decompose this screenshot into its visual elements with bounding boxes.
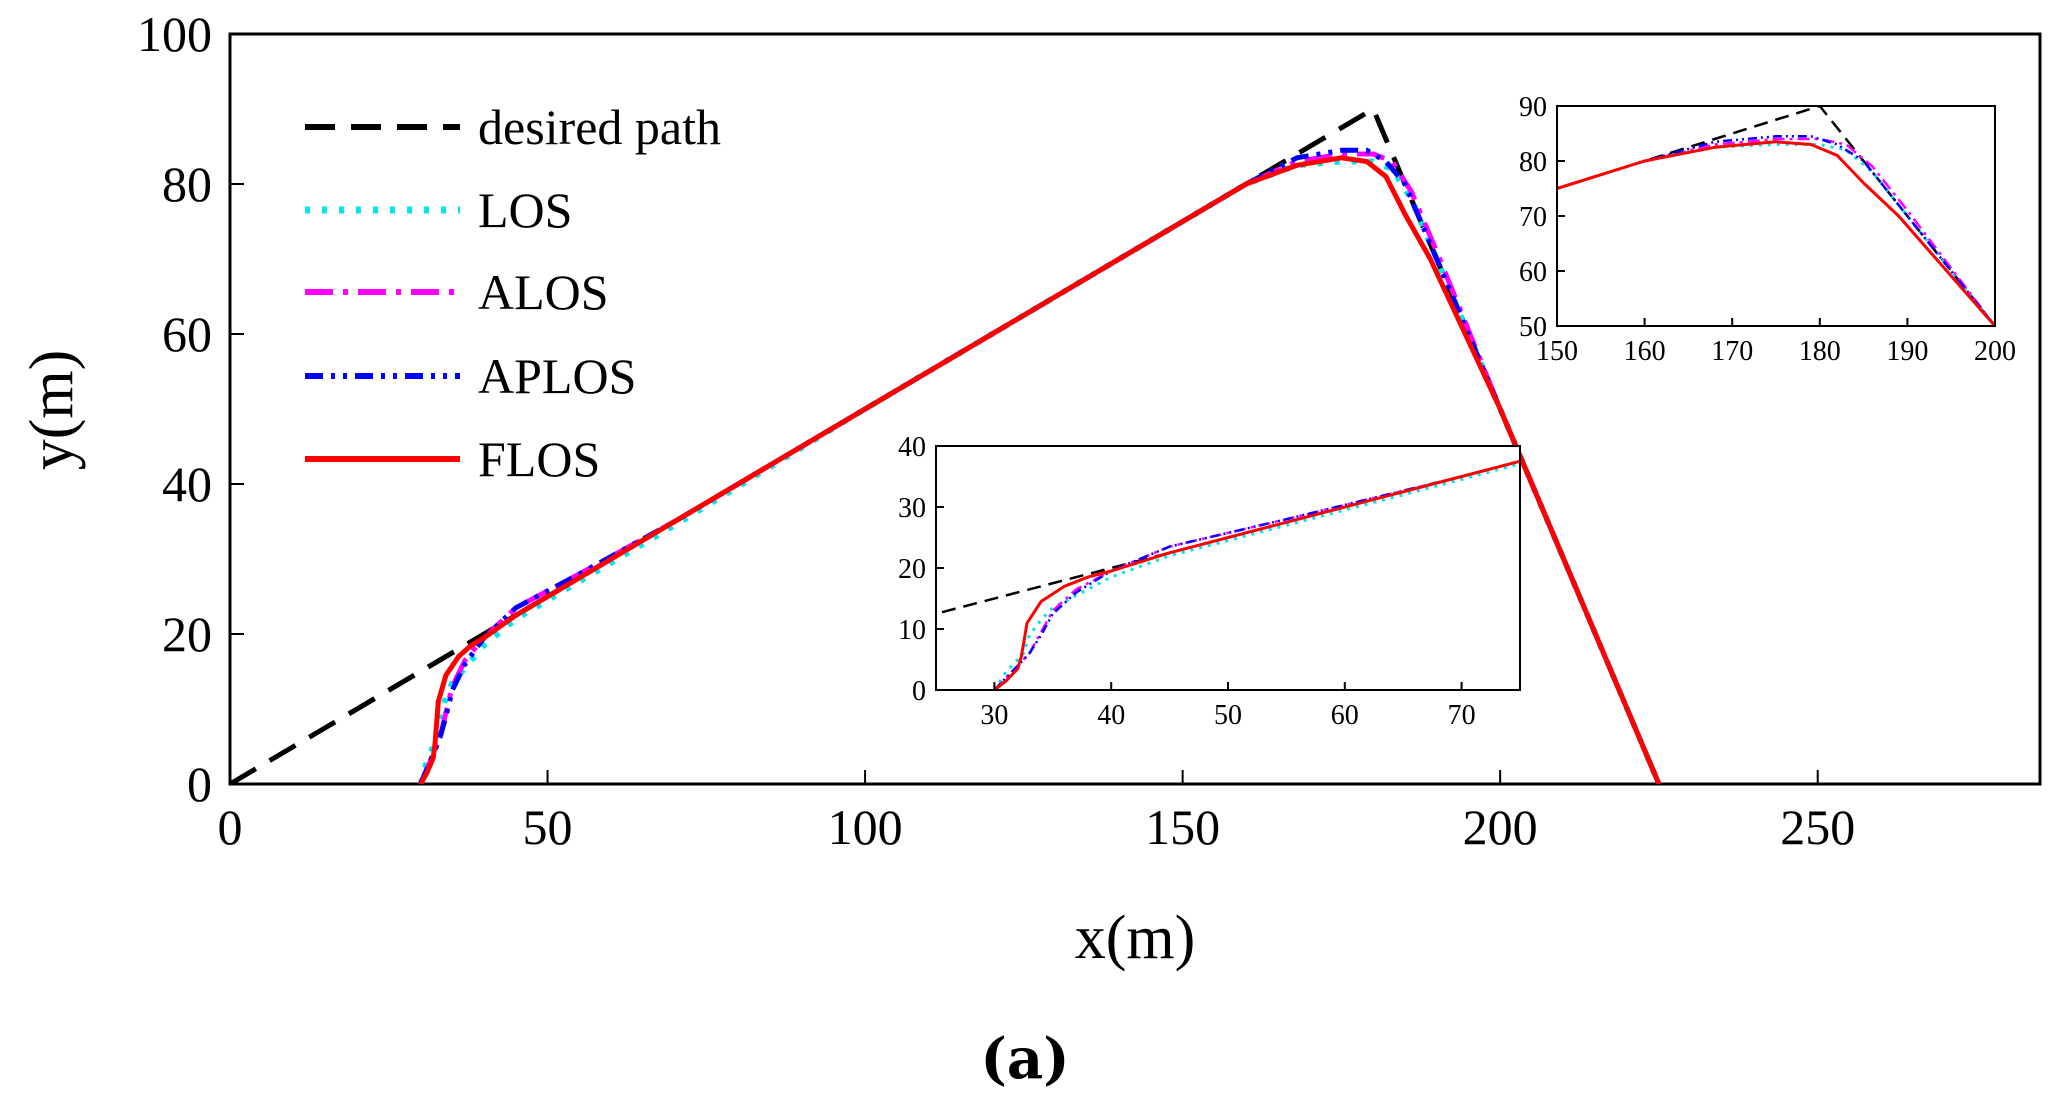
inset-left-axis-ticks: 30 40 50 60 70 0 10 20 30 40	[898, 432, 1476, 731]
legend-label-desired-path: desired path	[478, 99, 721, 155]
main-x-tick-label: 50	[523, 799, 573, 855]
main-y-tick-label: 0	[187, 756, 212, 812]
inset-left-x-tick-label: 70	[1448, 700, 1476, 731]
inset-right-x-tick-label: 160	[1624, 336, 1666, 367]
inset-left-x-tick-label: 30	[980, 700, 1008, 731]
inset-right-series-group	[1557, 106, 1995, 326]
main-plot-frame	[228, 32, 2042, 786]
main-x-tick-label: 250	[1780, 799, 1855, 855]
main-y-tick-label: 60	[162, 306, 212, 362]
inset-right-y-tick-label: 80	[1519, 147, 1547, 178]
main-x-tick-label: 0	[218, 799, 243, 855]
main-x-tick-label: 100	[828, 799, 903, 855]
main-x-tick-label: 150	[1145, 799, 1220, 855]
inset-right-x-tick-label: 200	[1974, 336, 2016, 367]
inset-left-y-tick-label: 0	[912, 676, 926, 707]
inset-left-x-tick-label: 50	[1214, 700, 1242, 731]
legend-label-flos: FLOS	[478, 431, 600, 487]
inset-left-x-tick-label: 40	[1097, 700, 1125, 731]
inset-right-y-tick-label: 50	[1519, 312, 1547, 343]
inset-right-x-tick-label: 180	[1799, 336, 1841, 367]
inset-left-x-tick-label: 60	[1331, 700, 1359, 731]
inset-left-series-flos	[993, 459, 1520, 690]
inset-right-y-tick-label: 90	[1519, 92, 1547, 123]
main-y-tick-label: 40	[162, 456, 212, 512]
inset-right-series-flos	[1557, 140, 1995, 326]
inset-right-plot: 150 160 170 180 190 200 50 60 70 80 90	[1519, 92, 2016, 367]
legend: desired path LOS ALOS APLOS FLOS	[305, 99, 721, 487]
main-series-aplos	[418, 147, 1662, 784]
inset-right-x-tick-label: 190	[1886, 336, 1928, 367]
x-axis-label: x(m)	[1075, 904, 1196, 972]
legend-label-alos: ALOS	[478, 264, 609, 320]
main-series-flos	[418, 155, 1662, 784]
inset-right-x-tick-label: 170	[1711, 336, 1753, 367]
inset-left-series-group	[936, 459, 1520, 690]
legend-label-aplos: APLOS	[478, 348, 636, 404]
main-y-tick-label: 80	[162, 156, 212, 212]
inset-right-y-tick-label: 60	[1519, 257, 1547, 288]
inset-left-y-tick-label: 10	[898, 615, 926, 646]
y-axis-label: y(m)	[18, 350, 86, 471]
main-series-group	[230, 106, 1662, 784]
inset-left-y-tick-label: 40	[898, 432, 926, 463]
main-y-tick-label: 20	[162, 606, 212, 662]
inset-right-series-aplos	[1557, 135, 1995, 326]
inset-right-x-tick-label: 150	[1536, 336, 1578, 367]
figure-caption: (a)	[980, 1026, 1069, 1092]
inset-right-y-tick-label: 70	[1519, 202, 1547, 233]
inset-right-axis-ticks: 150 160 170 180 190 200 50 60 70 80 90	[1519, 92, 2016, 367]
legend-label-los: LOS	[478, 182, 572, 238]
main-x-tick-label: 200	[1463, 799, 1538, 855]
main-y-tick-label: 100	[137, 6, 212, 62]
inset-left-y-tick-label: 30	[898, 493, 926, 524]
inset-left-y-tick-label: 20	[898, 554, 926, 585]
inset-left-plot: 30 40 50 60 70 0 10 20 30 40	[898, 432, 1521, 731]
